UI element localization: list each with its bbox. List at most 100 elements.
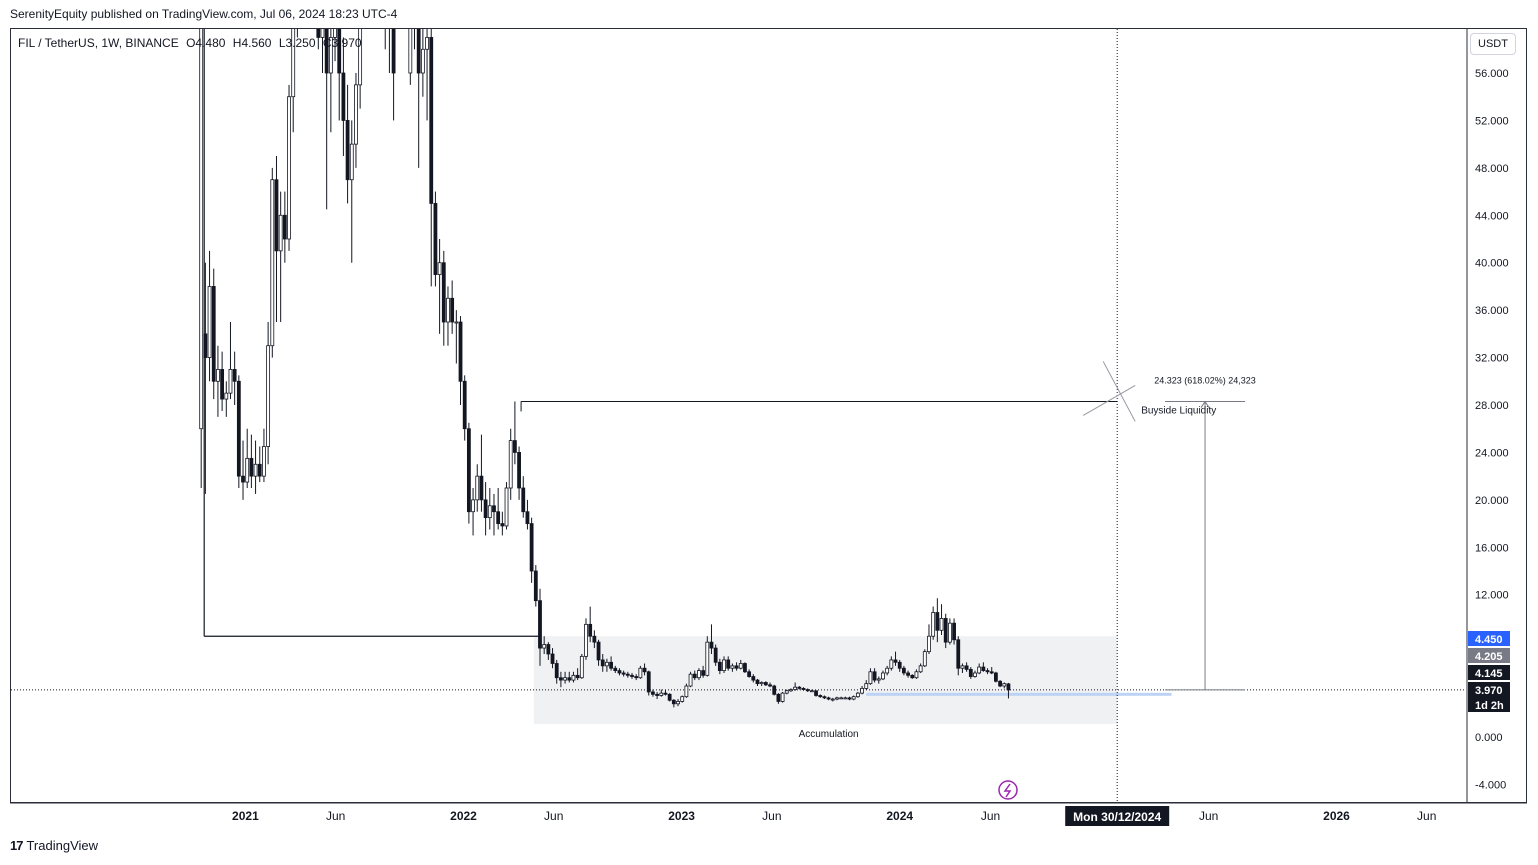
candle [492,493,496,536]
candle-body [722,659,726,672]
candle [784,689,789,695]
candle [391,29,396,121]
candle [738,659,743,670]
candle [651,689,655,697]
candle-body [801,687,806,690]
candle-body [584,623,588,657]
candle [600,654,605,672]
candle-body [425,37,429,50]
x-tick-label: Jun [326,809,345,823]
candle-body [296,0,299,14]
candle-body [328,37,333,74]
candle [420,29,425,97]
candle-body [881,672,885,680]
attribution: SerenityEquity published on TradingView.… [10,7,398,21]
candles [199,0,1011,708]
candle [655,691,660,700]
candle-body [420,48,425,74]
candle [245,428,250,488]
candle-body [542,644,547,649]
candle [684,683,689,698]
candle-body [388,2,391,26]
y-tick-label: 12.000 [1475,590,1509,602]
candle-body [809,690,814,693]
candle [388,2,391,73]
candle [680,695,685,703]
candle [989,667,994,675]
footer-brand[interactable]: 17 TradingView [10,838,98,853]
candle [274,156,279,322]
candle [345,84,350,204]
candle-body [617,670,622,674]
candle [554,659,559,684]
candle [450,280,455,334]
currency-button[interactable]: USDT [1470,33,1516,55]
candle-body [207,286,212,358]
x-tick-label: Jun [1417,809,1436,823]
candle-body [345,120,350,181]
price-badge-label: 4.145 [1475,668,1503,680]
candle-body [337,29,342,74]
price-badge-label: 4.450 [1475,634,1503,646]
candle [994,671,998,683]
candle [408,29,413,85]
candle [579,654,584,679]
candle-body [701,670,706,676]
candle [713,644,718,666]
candle-body [793,686,798,690]
candle [525,499,530,530]
candle-body [462,380,467,430]
x-tick-label: Jun [762,809,781,823]
candle [830,697,835,702]
candle-body [860,687,864,694]
candle-body [964,665,969,670]
candle-body [546,644,551,655]
lightning-icon [998,780,1018,800]
candle [864,680,869,690]
candle [320,29,325,73]
candle [918,663,923,673]
candle [211,268,216,400]
candle-body [621,672,626,675]
candle [605,658,609,672]
candle [872,668,877,683]
candle-body [922,651,927,667]
candle [571,671,576,683]
candle-body [291,29,296,98]
candle-body [257,463,262,477]
legend-open: O4.480 [186,36,226,50]
candle [922,649,927,668]
candle [546,642,551,660]
candle-body [600,659,605,667]
candle-body [876,678,881,681]
accumulation-zone [533,636,1118,724]
y-tick-label: -4.000 [1475,779,1506,791]
x-tick-label: Jun [981,809,1000,823]
price-badge-label: 3.970 [1475,685,1503,697]
candle-body [747,671,752,677]
candle [960,663,965,673]
candle-body [349,143,354,181]
y-tick-label: 24.000 [1475,447,1509,459]
symbol-legend[interactable]: FIL / TetherUS, 1W, BINANCE O4.480 H4.56… [18,36,366,50]
legend-low: L3.250 [278,36,316,50]
candle-body [550,653,555,664]
candle-body [567,677,572,681]
candle [793,682,798,691]
candle [973,670,977,678]
candle-body [466,428,471,513]
candle-body [855,692,860,698]
candle [521,476,526,518]
candle [550,648,555,669]
candle [772,684,777,696]
candle [763,681,768,687]
y-tick-label: 16.000 [1475,542,1509,554]
candle [414,29,416,50]
price-badge-label: 1d 2h [1475,700,1504,712]
candle [429,29,434,287]
candle-body [341,72,346,121]
price-badge [1468,697,1510,712]
candle [822,695,827,700]
candle-body [433,203,438,275]
